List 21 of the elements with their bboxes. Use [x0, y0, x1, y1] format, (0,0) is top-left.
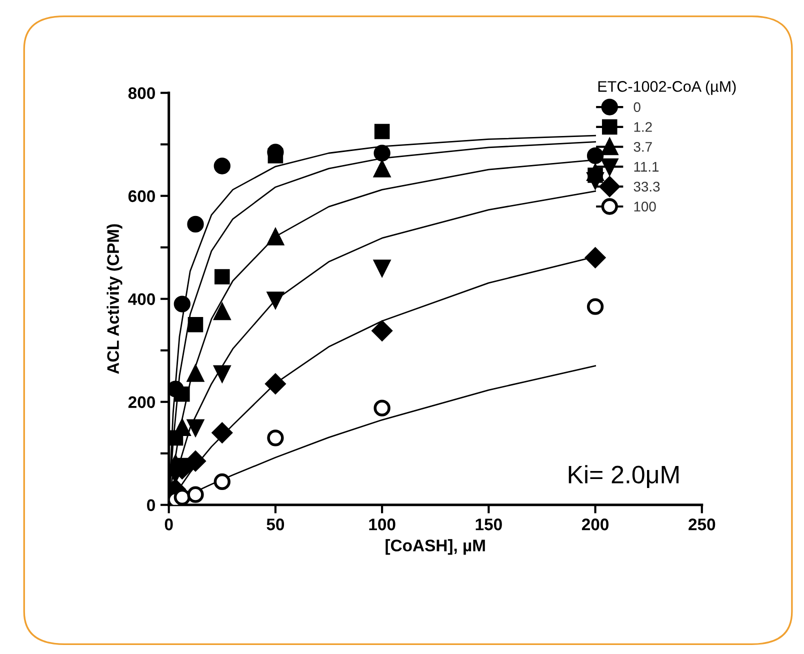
legend-label: 0 — [634, 102, 640, 112]
y-tick-label: 400 — [128, 293, 155, 306]
legend-label: 1.2 — [634, 122, 652, 132]
legend-label: 100 — [634, 202, 656, 212]
x-tick-label: 200 — [582, 518, 609, 530]
y-axis-title: ACL Activity (CPM) — [106, 224, 122, 374]
legend-title: ETC-1002-CoA (µM) — [598, 80, 736, 95]
x-tick-label: 150 — [476, 518, 502, 530]
annotation: Ki= 2.0μM — [568, 465, 679, 488]
y-tick-label: 600 — [128, 190, 155, 202]
legend-label: 33.3 — [634, 182, 660, 192]
y-tick-label: 200 — [128, 396, 155, 408]
x-tick-label: 250 — [688, 518, 716, 530]
x-axis-title: [CoASH], µM — [386, 539, 485, 555]
legend-label: 3.7 — [634, 142, 652, 152]
x-tick-label: 0 — [164, 518, 173, 530]
x-tick-label: 50 — [266, 518, 284, 530]
y-tick-label: 0 — [147, 499, 155, 512]
y-tick-label: 800 — [128, 87, 155, 100]
legend-label: 11.1 — [634, 162, 659, 172]
x-tick-label: 100 — [369, 518, 396, 530]
